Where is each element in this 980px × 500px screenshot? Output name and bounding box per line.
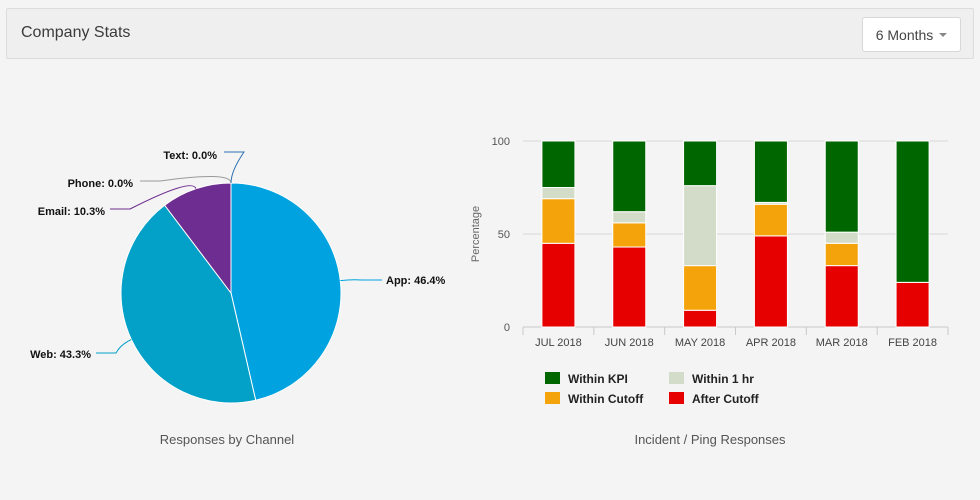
pie-connector-phone xyxy=(140,175,232,184)
x-tick-label: JUL 2018 xyxy=(535,337,582,349)
pie-label-email: Email: 10.3% xyxy=(38,206,105,218)
y-tick-label: 100 xyxy=(492,136,510,148)
x-tick-label: FEB 2018 xyxy=(888,337,937,349)
pie-label-web: Web: 43.3% xyxy=(30,349,91,361)
pie-connector-email xyxy=(110,185,197,210)
bar-segment xyxy=(683,265,718,311)
y-tick-label: 0 xyxy=(504,322,510,334)
pie-connector-app xyxy=(340,279,382,282)
legend-label: Within KPI xyxy=(568,372,628,386)
bar-chart-title: Incident / Ping Responses xyxy=(634,432,786,447)
bar-segment xyxy=(612,211,647,224)
period-dropdown[interactable]: 6 Months xyxy=(862,17,961,52)
y-tick-label: 50 xyxy=(498,229,510,241)
bar-segment xyxy=(895,281,930,328)
bar-segment xyxy=(824,231,859,244)
bar-segment xyxy=(612,246,647,328)
legend-swatch xyxy=(669,392,684,404)
pie-chart-title: Responses by Channel xyxy=(160,432,295,447)
panel-header: Company Stats 6 Months xyxy=(6,8,974,59)
period-dropdown-label: 6 Months xyxy=(875,26,934,43)
x-tick-label: JUN 2018 xyxy=(605,337,654,349)
pie-label-app: App: 46.4% xyxy=(386,275,446,287)
bar-segment xyxy=(753,235,788,328)
bar-segment xyxy=(612,140,647,213)
legend-swatch xyxy=(669,372,684,384)
x-tick-label: MAR 2018 xyxy=(816,337,868,349)
bar-segment xyxy=(541,242,576,328)
pie-label-text: Text: 0.0% xyxy=(163,150,217,162)
legend-swatch xyxy=(545,392,560,404)
pie-label-phone: Phone: 0.0% xyxy=(68,178,134,190)
pie-connector-text xyxy=(224,151,245,184)
bar-segment xyxy=(683,185,718,267)
page-title: Company Stats xyxy=(21,24,131,41)
caret-down-icon xyxy=(939,32,948,37)
bar-segment xyxy=(824,140,859,233)
bar-segment xyxy=(612,222,647,248)
bar-segment xyxy=(683,309,718,328)
bar-segment xyxy=(824,265,859,328)
pie-slice-email xyxy=(163,182,232,295)
bar-segment xyxy=(541,187,576,200)
pie-slice-web xyxy=(120,204,257,404)
bar-segment xyxy=(541,198,576,244)
x-tick-label: APR 2018 xyxy=(746,337,796,349)
legend-label: After Cutoff xyxy=(692,392,760,406)
x-tick-label: MAY 2018 xyxy=(675,337,725,349)
pie-connector-web xyxy=(96,339,132,354)
legend-label: Within Cutoff xyxy=(568,392,644,406)
bar-segment xyxy=(541,140,576,188)
bar-segment xyxy=(824,242,859,267)
bar-segment xyxy=(753,140,788,203)
bar-segment xyxy=(683,140,718,187)
pie-slice-app xyxy=(230,182,342,401)
y-axis-title: Percentage xyxy=(470,206,482,262)
bar-segment xyxy=(753,203,788,237)
legend-swatch xyxy=(545,372,560,384)
bar-segment xyxy=(895,140,930,283)
legend-label: Within 1 hr xyxy=(692,372,754,386)
